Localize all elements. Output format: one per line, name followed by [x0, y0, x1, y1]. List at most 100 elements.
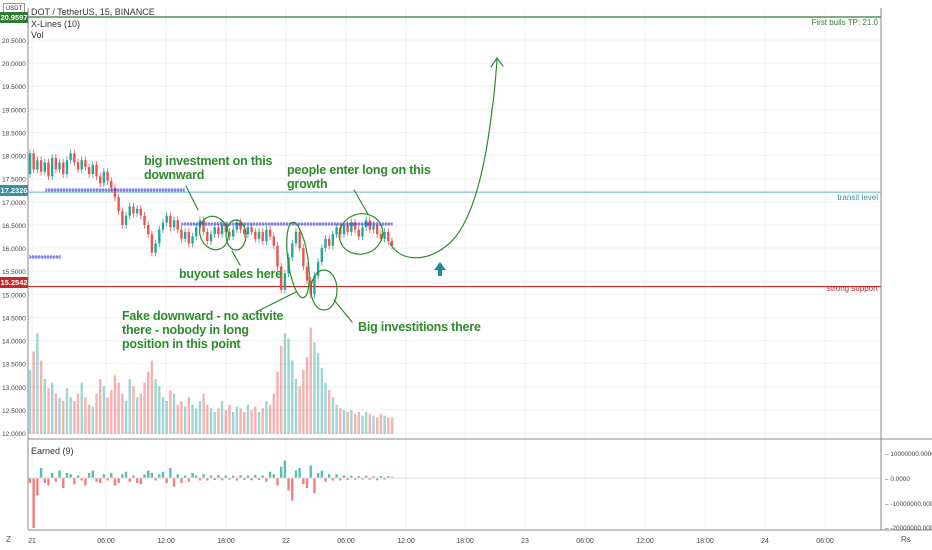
candle-body [228, 231, 231, 237]
earned-bar [235, 478, 239, 481]
earned-bar [291, 478, 294, 501]
candle-body [279, 266, 283, 290]
earned-bar [302, 478, 305, 485]
candle-body [191, 236, 194, 244]
volume-bar [36, 333, 39, 434]
candle-body [302, 248, 305, 267]
volume-bar [135, 397, 139, 434]
volume-bar [154, 379, 157, 434]
earned-bar [132, 475, 135, 478]
candle-body [50, 157, 54, 177]
candle-body [220, 224, 224, 235]
volume-bar [346, 412, 349, 434]
candle-body [143, 215, 146, 225]
earned-histogram [28, 460, 881, 528]
earned-bar [364, 475, 368, 478]
candle-body [202, 220, 205, 232]
candle-body [65, 160, 69, 175]
volume-bar [217, 408, 220, 434]
candle-body [117, 197, 120, 212]
y-tick-label: 19.5000 [2, 84, 26, 91]
earned-bar [106, 478, 109, 481]
earned-bar [176, 474, 179, 478]
earned-bar [87, 473, 91, 478]
earned-bar [195, 475, 198, 478]
volume-bar [110, 390, 113, 434]
x-tick-label: 06:00 [337, 538, 355, 545]
earned-tick-label: – 10000000.0000 [885, 451, 932, 458]
volume-bar [257, 412, 261, 434]
candle-body [69, 153, 72, 161]
top-level-price-tag: 20.9597 [0, 12, 28, 23]
earned-bar [353, 478, 357, 480]
earned-bar [350, 475, 353, 478]
candle-body [32, 153, 35, 170]
candle-body [95, 164, 98, 177]
candle-body [169, 215, 172, 228]
candle-body [268, 229, 272, 237]
volume-indicator-label[interactable]: Vol [31, 30, 44, 40]
earned-bar [28, 478, 32, 483]
volume-bar [39, 360, 43, 434]
volume-bar [228, 404, 231, 434]
earned-bar [331, 478, 335, 481]
earned-bar [47, 478, 50, 486]
earned-bar [180, 478, 183, 483]
volume-bar [206, 404, 209, 434]
candle-body [110, 181, 113, 188]
pointer-people [353, 189, 369, 215]
volume-bar [305, 357, 309, 434]
candle-body [147, 224, 150, 235]
volume-bar [390, 417, 394, 434]
x-tick-label: 12:00 [397, 538, 415, 545]
candle-body [106, 171, 109, 182]
settings-label[interactable]: Rs [901, 535, 911, 544]
candle-body [28, 153, 32, 175]
volume-bar [43, 379, 46, 434]
earned-bar [139, 478, 143, 485]
volume-bar [202, 393, 205, 434]
volume-bar [58, 397, 61, 434]
xlines-indicator-label[interactable]: X-Lines (10) [31, 19, 81, 29]
zoom-icon[interactable]: Z [6, 535, 11, 544]
candle-body [124, 215, 128, 225]
volume-bar [379, 413, 383, 434]
earned-bar [254, 475, 257, 478]
volume-bar [350, 410, 353, 434]
candle-body [346, 224, 349, 232]
volume-bar [172, 393, 176, 434]
earned-bar [198, 478, 202, 481]
volume-bar [387, 417, 390, 434]
candle-body [357, 229, 360, 237]
y-tick-label: 19.0000 [2, 107, 26, 114]
annotation-people-enter: people enter long on this growth [287, 163, 431, 191]
earned-bar [91, 470, 94, 478]
volume-bar [91, 406, 94, 434]
volume-bar [324, 382, 327, 434]
earned-bar [187, 478, 191, 482]
candle-body [62, 162, 65, 175]
earned-bar [298, 468, 301, 478]
earned-bar [80, 478, 83, 481]
candle-body [76, 162, 80, 170]
earned-bar [54, 478, 58, 482]
earned-bar [110, 473, 113, 478]
annotation-big-investment: big investment on this downward [144, 154, 273, 182]
volume-bar [328, 390, 331, 434]
y-tick-label: 20.0000 [2, 61, 26, 68]
volume-bar [268, 404, 272, 434]
candle-body [158, 229, 161, 244]
candle-body [139, 208, 143, 216]
axes: 20.5000 20.0000 19.5000 19.0000 18.5000 18.00… [2, 8, 932, 545]
candle-body [73, 153, 76, 163]
candle-body [350, 222, 353, 232]
volume-bar [95, 393, 98, 434]
circle-4 [310, 269, 338, 311]
earned-bar [65, 473, 69, 478]
candle-body [390, 241, 394, 246]
candle-body [98, 176, 102, 184]
candle-body [257, 231, 261, 239]
volume-bar [331, 397, 335, 434]
earned-indicator-label[interactable]: Earned (9) [31, 446, 74, 456]
